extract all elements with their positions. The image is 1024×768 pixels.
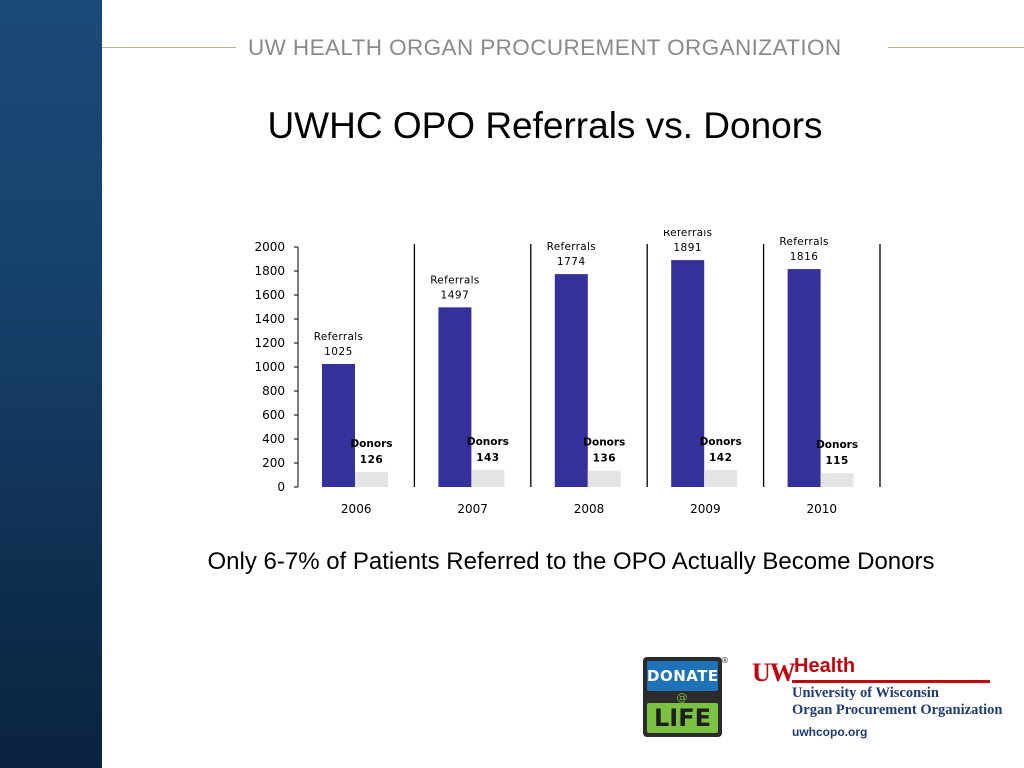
referrals-series-label: Referrals — [314, 331, 363, 343]
referrals-value-label: 1891 — [673, 242, 702, 254]
uw-url: uwhcopo.org — [792, 725, 868, 739]
referrals-bar — [554, 274, 588, 487]
uw-health-rule — [792, 680, 990, 683]
donate-life-top-text: DONATE — [647, 667, 719, 685]
referrals-value-label: 1497 — [441, 289, 470, 301]
donors-series-label: Donors — [816, 439, 858, 451]
slide-caption: Only 6-7% of Patients Referred to the OP… — [207, 548, 935, 575]
referrals-donors-chart: 0 200 400 600 800 1000 1200 1400 1600 1800 2000 Ref… — [254, 230, 881, 516]
donors-value-label: 136 — [593, 453, 616, 465]
referrals-value-label: 1816 — [790, 251, 819, 263]
referrals-series-label: Referrals — [663, 230, 712, 239]
donors-series-label: Donors — [350, 438, 392, 450]
y-tick-label: 1200 — [254, 336, 285, 350]
referrals-series-label: Referrals — [430, 274, 479, 286]
donors-value-label: 142 — [709, 452, 732, 464]
donors-series-label: Donors — [467, 436, 509, 448]
header-rule-left — [102, 47, 236, 48]
y-tick-label: 400 — [262, 432, 285, 446]
donors-bar — [820, 473, 854, 487]
y-tick-label: 200 — [262, 456, 285, 470]
x-category-label: 2010 — [807, 502, 838, 516]
uw-health-logo: UW Health University of Wisconsin Organ … — [752, 650, 1003, 745]
donors-bar — [355, 471, 388, 487]
referrals-value-label: 1025 — [324, 346, 353, 358]
x-category-label: 2008 — [574, 502, 605, 516]
donors-value-label: 126 — [360, 454, 383, 466]
donors-bar — [587, 470, 621, 487]
y-tick-label: 1600 — [254, 288, 285, 302]
uw-health-name: Health — [794, 655, 856, 677]
uw-opo-line: Organ Procurement Organization — [792, 702, 1003, 718]
referrals-bar — [322, 364, 355, 487]
organization-header: UW HEALTH ORGAN PROCUREMENT ORGANIZATION — [248, 35, 842, 60]
referrals-bar — [438, 307, 472, 487]
donate-life-bottom: LIFE — [647, 703, 718, 733]
referrals-value-label: 1774 — [557, 256, 586, 268]
side-bar — [0, 0, 102, 768]
referrals-series-label: Referrals — [547, 241, 596, 253]
uw-mark: UW — [752, 658, 796, 687]
donors-series-label: Donors — [583, 437, 625, 449]
slide-title: UWHC OPO Referrals vs. Donors — [267, 105, 823, 146]
y-tick-label: 1400 — [254, 312, 285, 326]
y-tick-label: 1000 — [254, 360, 285, 374]
donate-life-at: @ — [676, 691, 688, 704]
donate-life-top: DONATE — [647, 661, 718, 691]
donate-life-logo: DONATE @ LIFE — [643, 657, 722, 737]
referrals-series-label: Referrals — [779, 236, 828, 248]
y-tick-label: 2000 — [254, 240, 285, 254]
referrals-bar — [787, 269, 821, 487]
y-tick-label: 0 — [277, 480, 285, 494]
x-category-label: 2007 — [457, 502, 488, 516]
registered-mark: ® — [721, 656, 729, 665]
donors-value-label: 115 — [825, 455, 848, 467]
y-tick-label: 1800 — [254, 264, 285, 278]
donors-value-label: 143 — [476, 452, 499, 464]
referrals-bar — [671, 260, 705, 487]
y-tick-label: 800 — [262, 384, 285, 398]
header-rule-right — [888, 47, 1024, 48]
donate-life-bottom-text: LIFE — [653, 704, 711, 732]
y-tick-label: 600 — [262, 408, 285, 422]
uw-university-line: University of Wisconsin — [792, 685, 939, 701]
donors-bar — [471, 469, 505, 487]
x-category-label: 2009 — [690, 502, 721, 516]
x-category-label: 2006 — [341, 502, 372, 516]
donors-bar — [704, 469, 738, 487]
donors-series-label: Donors — [700, 436, 742, 448]
